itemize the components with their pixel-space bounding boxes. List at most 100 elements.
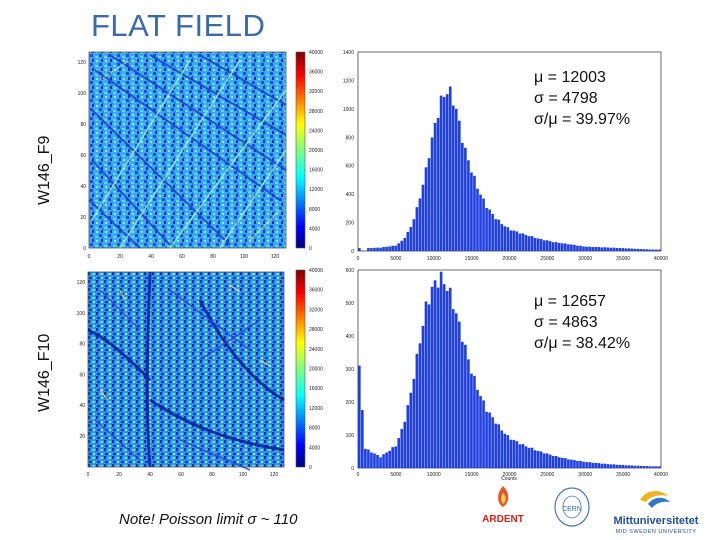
histogram-bar (451, 105, 455, 251)
histogram-bar (397, 438, 401, 468)
histogram-bar (427, 158, 431, 251)
histogram-bar (439, 95, 443, 251)
histogram-bar (567, 459, 570, 468)
histogram-bar (521, 233, 525, 251)
histogram-bar (573, 244, 576, 251)
svg-text:ARDENT: ARDENT (482, 514, 524, 525)
histogram-bar (482, 400, 485, 468)
histogram-bar (358, 248, 361, 251)
colorbar-tick: 8000 (309, 426, 320, 432)
histogram-bar (618, 464, 622, 468)
map-x-tick: 120 (271, 254, 280, 260)
histogram-bar (494, 423, 497, 468)
histogram-bar (561, 457, 564, 468)
histogram-bar (464, 344, 467, 468)
histogram-bar (548, 454, 552, 468)
histogram-bar (561, 243, 564, 251)
map-y-tick: 40 (79, 403, 85, 409)
histogram-bar (579, 460, 582, 468)
histogram-bar (457, 120, 461, 251)
map-y-tick: 100 (77, 311, 86, 317)
hist-x-tick: 30000 (578, 256, 592, 262)
histogram-bar (633, 248, 637, 251)
hist-y-tick: 300 (346, 367, 355, 373)
map-x-tick: 120 (270, 472, 279, 478)
histogram-bar (630, 465, 634, 468)
histogram-bar (536, 238, 540, 251)
hist-y-tick: 1000 (343, 107, 354, 113)
hist-x-tick: 0 (357, 256, 360, 262)
histogram-bar (394, 245, 397, 251)
histogram-bar (379, 247, 382, 251)
histogram-bar (530, 236, 534, 251)
colorbar-tick: 12000 (309, 406, 323, 412)
hist-x-tick: 40000 (654, 472, 668, 478)
histogram-bar (570, 244, 573, 251)
histogram-bar (570, 459, 573, 468)
map-x-tick: 20 (117, 254, 123, 260)
hist-x-tick: 20000 (503, 256, 517, 262)
map-x-tick: 100 (239, 472, 248, 478)
histogram-bar (385, 246, 388, 251)
histogram-bar (461, 142, 464, 251)
stat-sigma: σ = 4863 (534, 314, 598, 331)
histogram-bar (403, 421, 407, 468)
histogram-bar (588, 462, 591, 468)
histogram-bar (488, 412, 491, 468)
stat-mean: μ = 12003 (534, 69, 606, 86)
hist-y-tick: 400 (346, 192, 355, 198)
colorbar-tick: 24000 (309, 128, 323, 134)
histogram-bar (361, 409, 364, 468)
histogram-bar (639, 249, 643, 251)
histogram-bar (409, 227, 413, 251)
map-y-tick: 100 (78, 91, 87, 97)
histogram-bar (536, 450, 540, 468)
hist-y-tick: 600 (346, 164, 355, 170)
histogram-bar (421, 184, 425, 251)
histogram-bar (551, 242, 555, 251)
hist-x-tick: 30000 (578, 472, 592, 478)
histogram-bar (467, 359, 470, 468)
hist-x-tick: 35000 (616, 472, 630, 478)
heatmap-f9 (88, 51, 287, 249)
histogram-bar (382, 454, 385, 468)
colorbar-f9 (295, 51, 306, 249)
map-y-tick: 80 (80, 122, 86, 128)
map-x-tick: 20 (116, 472, 122, 478)
histogram-bar (518, 233, 522, 251)
histogram-bar (445, 94, 449, 251)
map-y-tick: 40 (80, 184, 86, 190)
histogram-bar (436, 117, 440, 251)
map-y-tick: 20 (79, 434, 85, 440)
histogram-bar (515, 441, 519, 468)
histogram-bar (554, 456, 558, 468)
histogram-bar (524, 446, 528, 468)
histogram-bar (464, 147, 467, 251)
histogram-bar (521, 444, 525, 468)
histogram-bar (530, 447, 534, 468)
histogram-bar (397, 243, 401, 251)
page-title: FLAT FIELD (91, 8, 266, 43)
colorbar-tick: 36000 (309, 70, 323, 76)
histogram-bar (367, 449, 370, 468)
histogram-bar (651, 466, 655, 468)
histogram-bar (415, 207, 419, 251)
histogram-bar (654, 249, 658, 251)
map-y-tick: 20 (80, 215, 86, 221)
map-y-tick: 0 (83, 246, 86, 252)
histogram-bar (485, 207, 488, 251)
histogram-bar (442, 284, 446, 468)
histogram-bar (424, 301, 428, 468)
colorbar-tick: 0 (309, 465, 312, 471)
histogram-bar (548, 241, 552, 251)
histogram-bar (470, 373, 473, 468)
histogram-bar (654, 466, 658, 468)
histogram-bar (512, 230, 516, 251)
hist-y-tick: 200 (346, 221, 355, 227)
histogram-bar (503, 226, 507, 251)
colorbar-tick: 32000 (309, 89, 323, 95)
colorbar-tick: 40000 (309, 268, 323, 274)
histogram-bar (615, 464, 619, 468)
histogram-bar (594, 462, 597, 468)
